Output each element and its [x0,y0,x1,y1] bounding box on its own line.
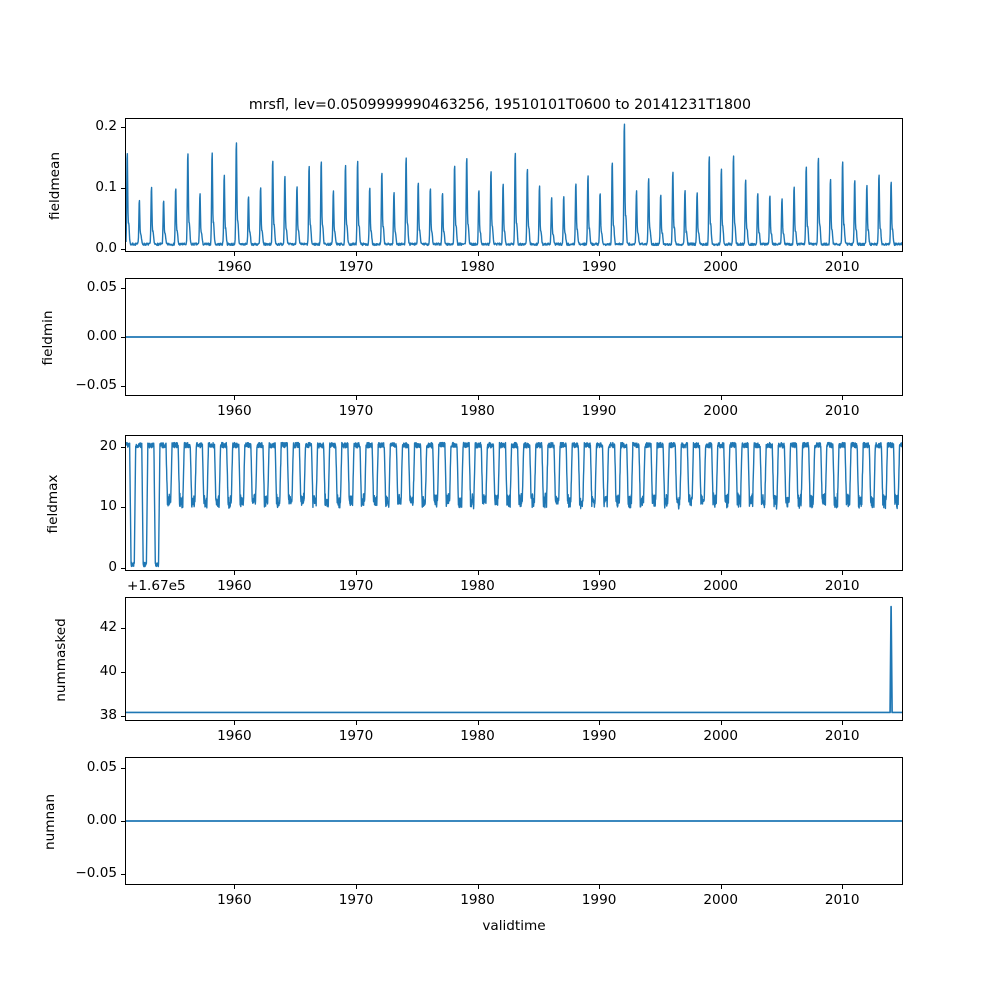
x-tick-label: 1980 [460,892,495,908]
x-tick-label: 1990 [581,403,617,419]
x-tickmark [599,885,601,889]
x-tick-label: 1970 [338,578,374,594]
y-tickmark [121,287,125,289]
x-tickmark [599,571,601,575]
x-tick-label: 1970 [338,728,374,744]
x-tick-label: 1960 [217,578,252,594]
x-tickmark [234,571,236,575]
x-tickmark [477,721,479,725]
y-tickmark [121,447,125,449]
x-tickmark [720,885,722,889]
y-tickmark [121,715,125,717]
x-tickmark [356,885,358,889]
y-tickmark [121,337,125,339]
y-tick-label: 20 [99,438,117,455]
x-tick-label: 1990 [581,892,617,908]
x-tick-label: 1990 [581,578,617,594]
x-tickmark [599,396,601,400]
x-tickmark [842,571,844,575]
x-tickmark [477,396,479,400]
x-tick-label: 2010 [824,728,860,744]
x-tick-label: 2000 [703,578,738,594]
x-tick-label: 2000 [703,259,738,275]
y-tickmark [121,567,125,569]
nummasked-offset-text: +1.67e5 [127,578,186,594]
y-tickmark [121,821,125,823]
x-tick-label: 1990 [581,259,617,275]
x-tick-label: 1960 [217,259,252,275]
x-tickmark [720,721,722,725]
x-tickmark [234,252,236,256]
x-tickmark [842,721,844,725]
y-tickmark [121,127,125,129]
x-tick-label: 1970 [338,403,374,419]
y-tick-label: 42 [99,618,117,635]
x-tickmark [842,252,844,256]
x-tick-label: 2000 [703,403,738,419]
y-tickmark [121,507,125,509]
x-tickmark [842,885,844,889]
x-tick-label: 1970 [338,892,374,908]
x-tick-label: 1980 [460,403,495,419]
y-tick-label: 0.05 [86,278,117,295]
y-tick-label: 0.00 [86,328,117,344]
x-tickmark [720,252,722,256]
x-tick-label: 1990 [581,728,617,744]
figure-title: mrsfl, lev=0.0509999990463256, 19510101T… [248,97,752,113]
y-tick-label: 0.2 [95,118,117,135]
x-tickmark [720,396,722,400]
subplot-fieldmean [125,118,903,252]
x-tick-label: 1960 [217,728,252,744]
subplot-numnan [125,757,903,885]
x-tickmark [477,571,479,575]
y-tick-label: −0.05 [75,865,117,882]
y-tickmark [121,386,125,388]
x-tick-label: 1960 [217,892,252,908]
x-tick-label: 1980 [460,578,495,594]
x-tick-label: 2000 [703,728,738,744]
x-tick-label: 1960 [217,403,252,419]
subplot-nummasked [125,597,903,721]
x-tick-label: 1980 [460,259,495,275]
x-tickmark [234,885,236,889]
x-tick-label: 1970 [338,259,374,275]
y-tickmark [121,767,125,769]
y-tick-label: 0.00 [86,812,117,828]
x-tick-label: 2010 [824,403,860,419]
x-tickmark [356,721,358,725]
x-tickmark [477,885,479,889]
x-tickmark [356,252,358,256]
y-tick-label: 0.05 [86,758,117,775]
x-tick-label: 2010 [824,892,860,908]
y-tick-label: 40 [99,662,117,679]
x-tickmark [234,396,236,400]
x-tick-label: 2010 [824,578,860,594]
x-tickmark [599,721,601,725]
y-tick-label: −0.05 [75,377,117,394]
y-tickmark [121,627,125,629]
x-tickmark [234,721,236,725]
subplot-fieldmin [125,278,903,396]
x-tick-label: 2000 [703,892,738,908]
subplot-fieldmax [125,435,903,571]
y-tickmark [121,874,125,876]
x-tickmark [720,571,722,575]
y-tick-label: 0.0 [95,239,117,256]
y-tick-label: 0 [108,558,117,575]
x-tickmark [842,396,844,400]
x-tick-label: 1980 [460,728,495,744]
x-tickmark [599,252,601,256]
y-tickmark [121,248,125,250]
y-tick-label: 10 [99,498,117,515]
y-tick-label: 0.1 [95,179,117,195]
x-tickmark [356,396,358,400]
y-tick-label: 38 [99,706,117,723]
y-tickmark [121,188,125,190]
xlabel-validtime: validtime [482,918,546,934]
x-tickmark [477,252,479,256]
x-tick-label: 2010 [824,259,860,275]
x-tickmark [356,571,358,575]
y-tickmark [121,671,125,673]
